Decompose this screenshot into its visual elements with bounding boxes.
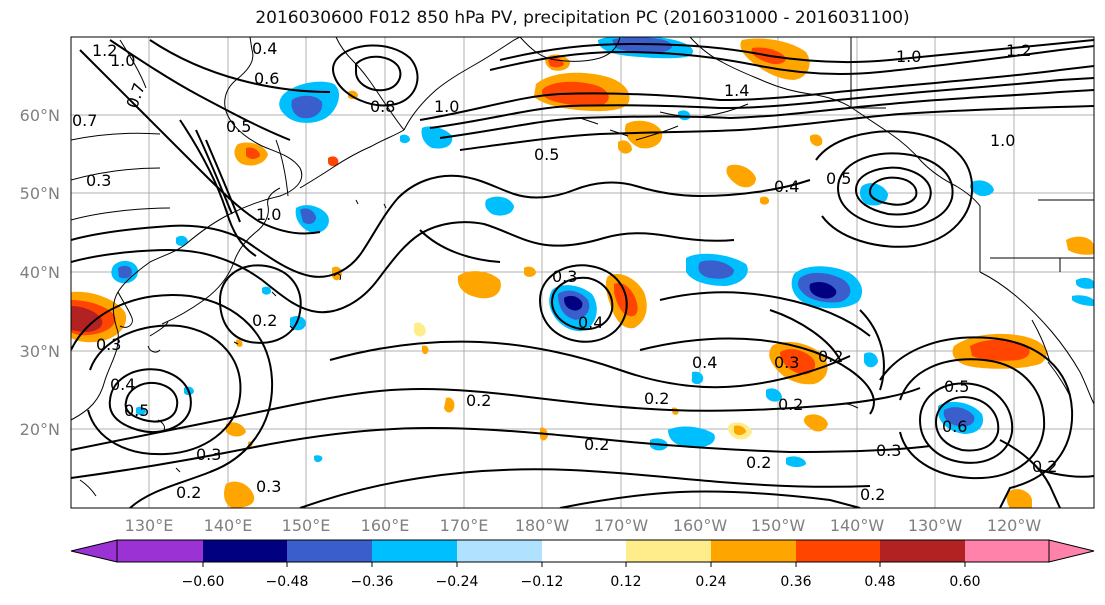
colorbar-segment bbox=[542, 540, 626, 562]
colorbar-segment bbox=[117, 540, 203, 562]
contour-label: 0.2 bbox=[252, 311, 277, 330]
contour-label: 0.2 bbox=[176, 483, 201, 502]
contour-label: 0.2 bbox=[818, 347, 843, 366]
colorbar-segment bbox=[287, 540, 372, 562]
contour-label: 0.2 bbox=[644, 389, 669, 408]
colorbar-segment bbox=[457, 540, 542, 562]
contour-label: 0.2 bbox=[584, 435, 609, 454]
contour-label: 0.4 bbox=[692, 353, 717, 372]
contour-label: 0.4 bbox=[110, 375, 135, 394]
lat-tick-label: 60°N bbox=[20, 106, 60, 125]
contour-label: 1.0 bbox=[990, 131, 1015, 150]
colorbar-tick-label: 0.48 bbox=[864, 574, 895, 590]
contour-label: 1.0 bbox=[256, 205, 281, 224]
contour-label: 0.5 bbox=[944, 377, 969, 396]
contour-label: 0.3 bbox=[552, 267, 577, 286]
contour-label: 0.8 bbox=[370, 97, 395, 116]
contour-label: 0.5 bbox=[826, 169, 851, 188]
contour-label: 0.3 bbox=[196, 445, 221, 464]
lon-tick-label: 130°W bbox=[908, 516, 963, 535]
lon-tick-label: 140°W bbox=[830, 516, 885, 535]
contour-label: 0.6 bbox=[942, 417, 967, 436]
lon-tick-label: 130°E bbox=[125, 516, 174, 535]
colorbar-segment bbox=[372, 540, 457, 562]
colorbar-segment bbox=[880, 540, 965, 562]
colorbar-segment bbox=[626, 540, 711, 562]
colorbar: −0.60 −0.48 −0.36 −0.24 −0.12 0.12 0.24 … bbox=[70, 539, 1095, 590]
lon-tick-label: 170°E bbox=[440, 516, 489, 535]
colorbar-tick-label: −0.24 bbox=[436, 574, 479, 590]
colorbar-segment bbox=[203, 540, 287, 562]
contour-label: 0.6 bbox=[254, 69, 279, 88]
colorbar-segment bbox=[796, 540, 880, 562]
lon-tick-label: 180°W bbox=[515, 516, 570, 535]
lat-tick-label: 20°N bbox=[20, 420, 60, 439]
contour-label: 0.3 bbox=[876, 441, 901, 460]
thin-contours bbox=[71, 39, 171, 221]
colorbar-max-extend bbox=[1048, 539, 1095, 563]
contour-label: 1.2 bbox=[92, 41, 117, 60]
contour-label: 0.2 bbox=[746, 453, 771, 472]
lat-tick-label: 30°N bbox=[20, 342, 60, 361]
contour-label: 0.2 bbox=[860, 485, 885, 504]
pv-contours bbox=[71, 39, 1094, 508]
coastlines bbox=[71, 37, 1094, 497]
contour-label: 0.2 bbox=[466, 391, 491, 410]
lon-tick-label: 140°E bbox=[204, 516, 253, 535]
lon-tick-label: 160°W bbox=[673, 516, 728, 535]
colorbar-min-extend bbox=[70, 539, 118, 563]
lon-tick-label: 150°W bbox=[751, 516, 806, 535]
colorbar-tick-label: 0.12 bbox=[610, 574, 641, 590]
lat-axis: 60°N 50°N 40°N 30°N 20°N bbox=[20, 106, 60, 439]
contour-label: 1.4 bbox=[724, 81, 749, 100]
lat-tick-label: 50°N bbox=[20, 184, 60, 203]
contour-label: 1.0 bbox=[434, 97, 459, 116]
contour-label: 0.3 bbox=[256, 477, 281, 496]
lat-tick-label: 40°N bbox=[20, 263, 60, 282]
colorbar-tick-label: 0.36 bbox=[780, 574, 811, 590]
colorbar-ticks bbox=[202, 562, 966, 567]
colorbar-tick-labels: −0.60 −0.48 −0.36 −0.24 −0.12 0.12 0.24 … bbox=[182, 574, 981, 590]
lon-tick-label: 160°E bbox=[361, 516, 410, 535]
colorbar-tick-label: −0.36 bbox=[351, 574, 394, 590]
contour-label: 0.3 bbox=[86, 171, 111, 190]
colorbar-tick-label: −0.60 bbox=[182, 574, 225, 590]
colorbar-frame bbox=[116, 539, 1050, 563]
contour-label: 0.4 bbox=[578, 313, 603, 332]
contour-label: 1.2 bbox=[1006, 41, 1031, 60]
lon-tick-label: 120°W bbox=[987, 516, 1042, 535]
contour-label: 0.4 bbox=[252, 39, 277, 58]
colorbar-segment bbox=[965, 540, 1049, 562]
contour-label: 0.5 bbox=[124, 401, 149, 420]
colorbar-tick-label: 0.60 bbox=[949, 574, 980, 590]
map-frame bbox=[70, 36, 1095, 509]
colorbar-segment bbox=[711, 540, 796, 562]
colorbar-tick-label: −0.12 bbox=[521, 574, 564, 590]
contour-label: 0.2 bbox=[778, 395, 803, 414]
lon-tick-label: 170°W bbox=[594, 516, 649, 535]
lon-axis: 130°E 140°E 150°E 160°E 170°E 180°W 170°… bbox=[125, 516, 1042, 535]
contour-label: 0.7 bbox=[72, 111, 97, 130]
contour-label: 0.4 bbox=[774, 177, 799, 196]
colorbar-tick-label: 0.24 bbox=[695, 574, 726, 590]
contour-label: 0.3 bbox=[96, 335, 121, 354]
colorbar-tick-label: −0.48 bbox=[266, 574, 309, 590]
contour-label: 0.2 bbox=[1032, 457, 1057, 476]
contour-label: 1.0 bbox=[110, 51, 135, 70]
lon-tick-label: 150°E bbox=[282, 516, 331, 535]
contour-labels: 1.2 1.0 0.7 0.4 0.6 0.5 0.8 1.0 0.7 1.4 … bbox=[72, 39, 1057, 504]
contour-label: 0.3 bbox=[774, 353, 799, 372]
contour-label: 0.5 bbox=[534, 145, 559, 164]
contour-label: 0.5 bbox=[226, 117, 251, 136]
figure-title: 2016030600 F012 850 hPa PV, precipitatio… bbox=[255, 8, 910, 28]
contour-label: 1.0 bbox=[896, 47, 921, 66]
